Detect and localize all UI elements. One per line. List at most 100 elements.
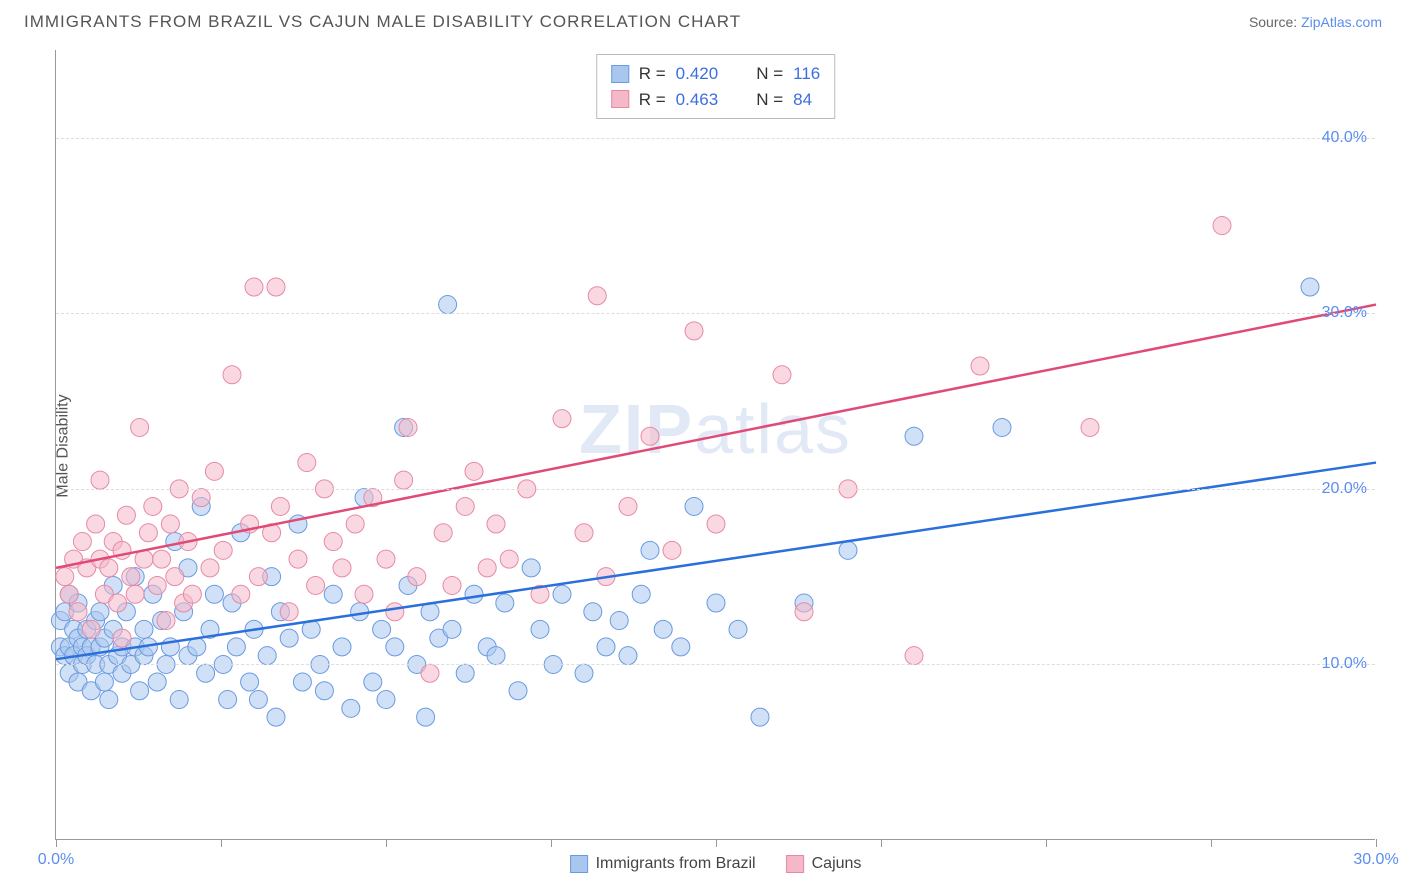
data-point (575, 524, 593, 542)
data-point (298, 454, 316, 472)
data-point (905, 427, 923, 445)
data-point (707, 594, 725, 612)
x-tick (551, 839, 552, 847)
data-point (395, 471, 413, 489)
data-point (386, 638, 404, 656)
chart-title: IMMIGRANTS FROM BRAZIL VS CAJUN MALE DIS… (24, 12, 741, 32)
trend-line (56, 463, 1376, 660)
x-tick (716, 839, 717, 847)
data-point (364, 673, 382, 691)
x-tick (386, 839, 387, 847)
data-point (109, 594, 127, 612)
data-point (641, 427, 659, 445)
source-prefix: Source: (1249, 14, 1301, 30)
stats-legend-row: R = 0.463N = 84 (611, 87, 821, 113)
data-point (443, 620, 461, 638)
data-point (597, 638, 615, 656)
data-point (729, 620, 747, 638)
data-point (707, 515, 725, 533)
data-point (553, 410, 571, 428)
data-point (333, 559, 351, 577)
data-point (522, 559, 540, 577)
x-tick (221, 839, 222, 847)
data-point (307, 576, 325, 594)
data-point (386, 603, 404, 621)
data-point (465, 462, 483, 480)
data-point (131, 682, 149, 700)
data-point (685, 497, 703, 515)
data-point (487, 647, 505, 665)
gridline (56, 489, 1375, 490)
data-point (1081, 418, 1099, 436)
data-point (408, 568, 426, 586)
r-label: R = (639, 61, 666, 87)
data-point (456, 497, 474, 515)
data-point (161, 515, 179, 533)
data-point (588, 287, 606, 305)
data-point (399, 418, 417, 436)
data-point (575, 664, 593, 682)
data-point (610, 612, 628, 630)
data-point (672, 638, 690, 656)
data-point (166, 568, 184, 586)
data-point (315, 682, 333, 700)
x-tick-label: 0.0% (38, 851, 74, 869)
data-point (971, 357, 989, 375)
legend-swatch (786, 855, 804, 873)
data-point (223, 366, 241, 384)
data-point (619, 497, 637, 515)
series-legend: Immigrants from BrazilCajuns (570, 855, 862, 873)
data-point (421, 664, 439, 682)
data-point (751, 708, 769, 726)
x-tick (1376, 839, 1377, 847)
data-point (205, 585, 223, 603)
data-point (170, 691, 188, 709)
gridline (56, 664, 1375, 665)
data-point (509, 682, 527, 700)
data-point (355, 585, 373, 603)
data-point (135, 620, 153, 638)
data-point (443, 576, 461, 594)
data-point (487, 515, 505, 533)
data-point (271, 497, 289, 515)
data-point (584, 603, 602, 621)
data-point (157, 612, 175, 630)
data-point (69, 603, 87, 621)
data-point (333, 638, 351, 656)
data-point (434, 524, 452, 542)
stats-legend-row: R = 0.420N = 116 (611, 61, 821, 87)
n-label: N = (756, 61, 783, 87)
data-point (148, 673, 166, 691)
data-point (192, 489, 210, 507)
data-point (227, 638, 245, 656)
data-point (148, 576, 166, 594)
source-link[interactable]: ZipAtlas.com (1301, 14, 1382, 30)
n-label: N = (756, 87, 783, 113)
data-point (241, 673, 259, 691)
legend-swatch (611, 90, 629, 108)
x-tick (881, 839, 882, 847)
data-point (346, 515, 364, 533)
r-value: 0.420 (676, 61, 719, 87)
data-point (267, 708, 285, 726)
x-tick (1211, 839, 1212, 847)
stats-legend: R = 0.420N = 116R = 0.463N = 84 (596, 54, 836, 119)
data-point (201, 559, 219, 577)
data-point (500, 550, 518, 568)
data-point (267, 278, 285, 296)
data-point (293, 673, 311, 691)
gridline (56, 313, 1375, 314)
data-point (139, 524, 157, 542)
legend-swatch (611, 65, 629, 83)
data-point (342, 699, 360, 717)
data-point (685, 322, 703, 340)
data-point (122, 568, 140, 586)
data-point (795, 603, 813, 621)
y-tick-label: 20.0% (1322, 480, 1367, 498)
data-point (219, 691, 237, 709)
y-tick-label: 30.0% (1322, 304, 1367, 322)
data-point (95, 673, 113, 691)
data-point (439, 296, 457, 314)
data-point (289, 550, 307, 568)
data-point (249, 691, 267, 709)
